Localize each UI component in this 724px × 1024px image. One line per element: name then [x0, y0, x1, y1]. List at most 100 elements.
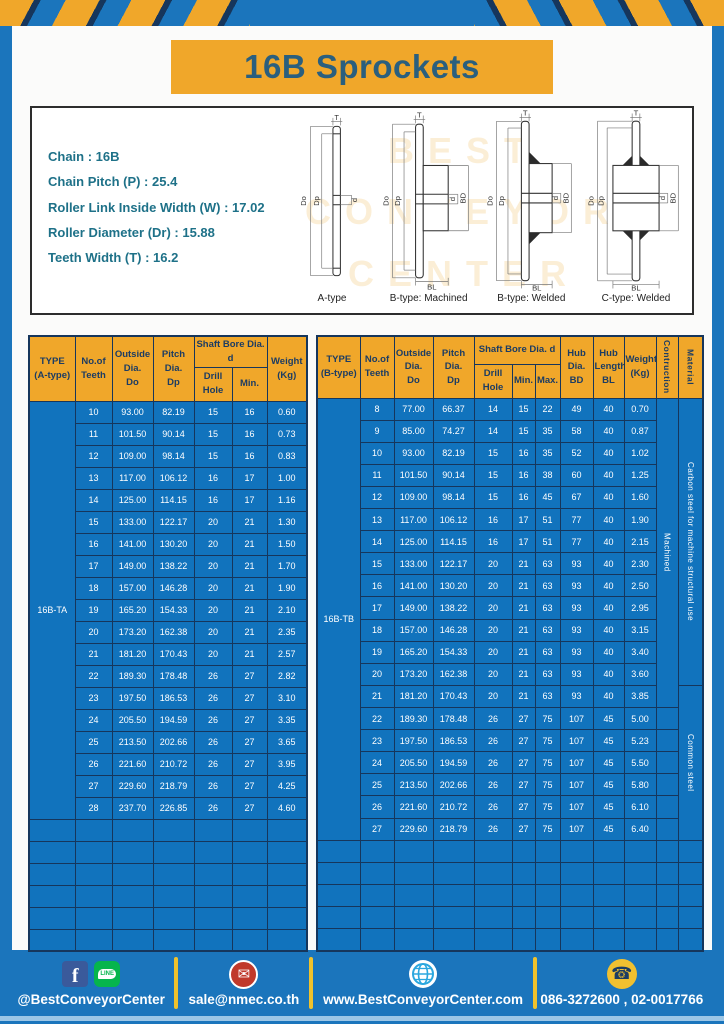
table-cell: 21: [231, 620, 268, 644]
table-cell: 1.00: [266, 466, 308, 490]
chain-specs: Chain : 16B Chain Pitch (P) : 25.4 Rolle…: [32, 108, 290, 313]
table-cell: 16: [473, 530, 513, 554]
footer-email[interactable]: ✉ sale@nmec.co.th: [178, 959, 309, 1007]
footer-phone[interactable]: ☎ 086-3272600 , 02-0017766: [537, 959, 707, 1007]
drawing-c-type-welded: T Do Dp d BD: [586, 110, 686, 304]
table-row: 15 133.00 122.17 20 21 63 93 40 2.30: [317, 552, 703, 576]
table-cell: 27: [511, 729, 536, 753]
table-cell: 75: [534, 773, 561, 797]
table-cell: 109.00: [111, 444, 154, 468]
spec-line: Roller Link Inside Width (W) : 17.02: [48, 199, 265, 215]
website-url[interactable]: www.BestConveyorCenter.com: [323, 992, 523, 1007]
table-cell: [677, 883, 704, 908]
table-row: 26 221.60 210.72 26 27 3.95: [29, 752, 308, 776]
table-cell: 27: [511, 795, 536, 819]
table-cell: 45: [592, 729, 625, 753]
footer-divider: [309, 957, 314, 1009]
table-row-empty: [316, 883, 704, 908]
table-cell: [473, 906, 513, 930]
facebook-icon[interactable]: f: [62, 961, 89, 987]
table-cell: 20: [193, 510, 233, 534]
phone-numbers[interactable]: 086-3272600 , 02-0017766: [540, 992, 704, 1007]
table-cell: 21: [231, 554, 268, 578]
table-cell: 0.87: [623, 419, 657, 443]
table-cell: 98.14: [152, 444, 195, 468]
table-row: 28 237.70 226.85 26 27 4.60: [29, 796, 308, 820]
table-cell: 20: [193, 642, 233, 666]
footer-website[interactable]: www.BestConveyorCenter.com: [313, 959, 532, 1007]
line-icon[interactable]: LINE: [94, 961, 121, 987]
table-cell: 20: [193, 554, 233, 578]
table-cell: [623, 861, 657, 885]
table-cell: 109.00: [393, 485, 434, 510]
footer-social[interactable]: f LINE @BestConveyorCenter: [8, 959, 174, 1007]
table-cell: 3.85: [623, 684, 657, 709]
table-cell: 93: [559, 552, 594, 576]
table-cell: 27: [74, 774, 113, 798]
table-row-empty: [28, 884, 308, 908]
table-cell: 229.60: [111, 774, 154, 798]
table-cell: 218.79: [152, 774, 195, 798]
table-cell: 5.50: [623, 751, 657, 775]
svg-text:BL: BL: [427, 282, 437, 291]
table-cell: 63: [534, 596, 561, 620]
table-cell: 26: [473, 773, 513, 797]
table-cell: [266, 862, 308, 886]
phone-icon[interactable]: ☎: [606, 959, 637, 989]
table-cell: [473, 928, 513, 952]
globe-icon[interactable]: [408, 959, 438, 989]
svg-text:Do: Do: [299, 196, 308, 206]
table-cell: 3.60: [623, 662, 657, 686]
table-cell: [432, 861, 475, 885]
table-cell: 3.35: [266, 708, 308, 732]
table-cell: 45: [592, 817, 625, 841]
table-row: 16B-TB 8 77.00 66.37 14 15 22 49 40 0.70 Machined C…: [316, 397, 704, 841]
table-cell: [316, 883, 361, 908]
table-cell: 26: [193, 708, 233, 732]
construction-cell: [655, 795, 679, 819]
table-row-empty: [28, 906, 308, 930]
table-cell: 2.35: [266, 620, 308, 644]
table-cell: 16: [359, 574, 395, 598]
table-cell: 170.43: [432, 684, 475, 709]
table-row-empty: [316, 906, 704, 930]
table-cell: 15: [511, 397, 536, 421]
a-type-table-header: TYPE (A-type) No.of Teeth Outside Dia. D…: [28, 335, 308, 402]
mail-icon[interactable]: ✉: [229, 959, 259, 989]
table-row: 17 149.00 138.22 20 21 63 93 40 2.95: [317, 596, 703, 620]
table-cell: 2.10: [266, 598, 308, 622]
table-cell: 14: [359, 530, 395, 554]
table-row: 16 141.00 130.20 20 21 1.50: [29, 532, 308, 556]
table-cell: [677, 861, 704, 885]
table-cell: 15: [193, 444, 233, 468]
table-cell: 178.48: [152, 664, 195, 688]
table-cell: 0.83: [266, 444, 308, 468]
table-cell: [432, 839, 475, 863]
table-cell: 63: [534, 684, 561, 709]
table-cell: 165.20: [393, 640, 434, 664]
table-cell: 27: [231, 730, 268, 754]
table-cell: 20: [359, 662, 395, 686]
table-cell: 26: [193, 664, 233, 688]
table-cell: [592, 861, 625, 885]
table-cell: 40: [592, 397, 625, 421]
email-address[interactable]: sale@nmec.co.th: [188, 991, 300, 1007]
col-header-shaft-bore: Shaft Bore Dia. d: [193, 335, 268, 368]
corner-stripes-left: [0, 0, 250, 26]
table-cell: [473, 883, 513, 908]
table-cell: 26: [473, 817, 513, 841]
table-cell: 27: [231, 752, 268, 776]
table-cell: 40: [592, 508, 625, 532]
table-row: 9 85.00 74.27 14 15 35 58 40 0.87: [317, 419, 703, 443]
social-handle[interactable]: @BestConveyorCenter: [17, 992, 165, 1007]
table-cell: 23: [74, 686, 113, 710]
table-cell: 40: [592, 485, 625, 510]
table-cell: [111, 884, 154, 908]
table-cell: [677, 906, 704, 930]
table-cell: 138.22: [432, 596, 475, 620]
table-cell: 133.00: [393, 552, 434, 576]
table-cell: 75: [534, 817, 561, 841]
table-cell: 213.50: [111, 730, 154, 754]
table-cell: 26: [473, 795, 513, 819]
